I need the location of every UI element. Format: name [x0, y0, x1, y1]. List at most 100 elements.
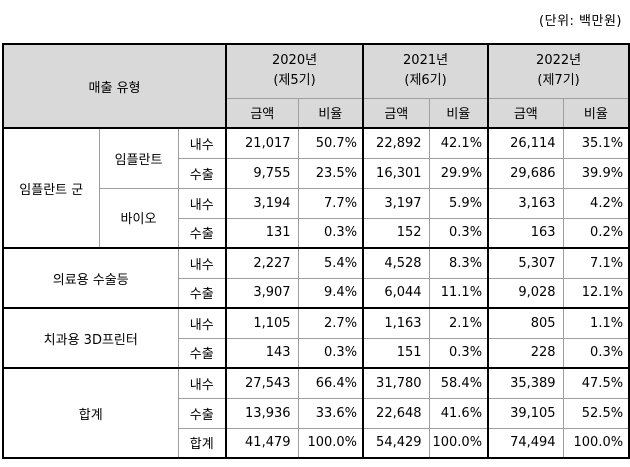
row-type-label: 수출 — [177, 217, 227, 249]
table-row: 수출 143 0.3% 151 0.3% 228 0.3% — [3, 337, 630, 369]
cell-2022-amount: 35,389 — [487, 367, 564, 399]
group-label-medical-surgical: 의료용 수술등 — [2, 247, 179, 309]
table-row: 수출 9,755 23.5% 16,301 29.9% 29,686 39.9% — [3, 157, 630, 189]
cell-2020-ratio: 5.4% — [297, 247, 364, 279]
cell-2022-ratio: 4.2% — [562, 187, 630, 219]
cell-2021-ratio: 41.6% — [428, 397, 489, 429]
cell-2021-ratio: 0.3% — [428, 217, 489, 249]
cell-2022-amount: 9,028 — [487, 277, 564, 309]
year-header-2022-line1: 2022년 — [536, 53, 582, 69]
cell-2020-ratio: 50.7% — [297, 127, 364, 159]
cell-2022-amount: 74,494 — [487, 427, 564, 459]
year-header-2021: 2021년 (제6기) — [362, 43, 489, 99]
cell-2022-ratio: 1.1% — [562, 307, 630, 339]
cell-2020-ratio: 0.3% — [297, 217, 364, 249]
cell-2021-amount: 1,163 — [362, 307, 430, 339]
cell-2021-amount: 4,528 — [362, 247, 430, 279]
cell-2020-ratio: 0.3% — [297, 337, 364, 369]
cell-2022-ratio: 0.2% — [562, 217, 630, 249]
cell-2022-amount: 29,686 — [487, 157, 564, 189]
cell-2020-ratio: 23.5% — [297, 157, 364, 189]
table-row: 치과용 3D프린터 내수 1,105 2.7% 1,163 2.1% 805 1… — [2, 307, 630, 369]
cell-2021-ratio: 58.4% — [428, 367, 489, 399]
cell-2021-ratio: 29.9% — [428, 157, 489, 189]
row-type-label: 수출 — [177, 157, 227, 189]
cell-2020-amount: 21,017 — [225, 127, 299, 159]
table-row: 수출 3,907 9.4% 6,044 11.1% 9,028 12.1% — [3, 277, 630, 309]
group-label-implant-group: 임플란트 군 — [2, 127, 100, 249]
cell-2020-amount: 143 — [225, 337, 299, 369]
row-type-label: 수출 — [177, 277, 227, 309]
year-header-2022-line2: (제7기) — [537, 73, 580, 89]
cell-2021-ratio: 0.3% — [428, 337, 489, 369]
metric-header-ratio-2021: 비율 — [428, 97, 489, 129]
cell-2021-amount: 22,648 — [362, 397, 430, 429]
cell-2022-amount: 5,307 — [487, 247, 564, 279]
cell-2020-amount: 9,755 — [225, 157, 299, 189]
sales-by-type-table: 매출 유형 2020년 (제5기) 2021년 (제6기) 2022년 (제7기… — [2, 43, 630, 459]
metric-header-amount-2021: 금액 — [362, 97, 430, 129]
row-type-label: 수출 — [177, 337, 227, 369]
cell-2020-amount: 41,479 — [225, 427, 299, 459]
cell-2021-amount: 54,429 — [362, 427, 430, 459]
cell-2020-ratio: 2.7% — [297, 307, 364, 339]
metric-header-ratio-2022: 비율 — [562, 97, 630, 129]
cell-2020-amount: 1,105 — [225, 307, 299, 339]
cell-2020-amount: 27,543 — [225, 367, 299, 399]
year-header-2020: 2020년 (제5기) — [225, 43, 364, 99]
metric-header-ratio-2020: 비율 — [297, 97, 364, 129]
row-type-label: 합계 — [177, 427, 227, 459]
row-type-label: 내수 — [177, 187, 227, 219]
cell-2021-ratio: 42.1% — [428, 127, 489, 159]
subgroup-label-bio: 바이오 — [98, 187, 179, 249]
cell-2022-amount: 163 — [487, 217, 564, 249]
cell-2022-ratio: 12.1% — [562, 277, 630, 309]
year-header-2022: 2022년 (제7기) — [487, 43, 630, 99]
subgroup-label-implant: 임플란트 — [98, 127, 179, 189]
cell-2022-ratio: 39.9% — [562, 157, 630, 189]
cell-2021-amount: 31,780 — [362, 367, 430, 399]
table-row: 합계 내수 27,543 66.4% 31,780 58.4% 35,389 4… — [2, 367, 630, 459]
unit-label: (단위: 백만원) — [539, 14, 622, 29]
row-type-label: 수출 — [177, 397, 227, 429]
cell-2020-amount: 13,936 — [225, 397, 299, 429]
year-header-2021-line1: 2021년 — [403, 53, 449, 69]
cell-2022-ratio: 52.5% — [562, 397, 630, 429]
cell-2021-ratio: 100.0% — [428, 427, 489, 459]
cell-2020-ratio: 66.4% — [297, 367, 364, 399]
cell-2021-ratio: 5.9% — [428, 187, 489, 219]
table-row: 수출 131 0.3% 152 0.3% 163 0.2% — [3, 217, 630, 249]
cell-2021-ratio: 2.1% — [428, 307, 489, 339]
table-row: 임플란트 군 임플란트 내수 21,017 50.7% 22,892 42.1%… — [2, 127, 630, 249]
cell-2021-amount: 22,892 — [362, 127, 430, 159]
cell-2020-amount: 2,227 — [225, 247, 299, 279]
cell-2021-ratio: 8.3% — [428, 247, 489, 279]
cell-2020-ratio: 9.4% — [297, 277, 364, 309]
corner-header-cell: 매출 유형 — [2, 43, 227, 129]
cell-2022-ratio: 47.5% — [562, 367, 630, 399]
cell-2021-amount: 6,044 — [362, 277, 430, 309]
cell-2022-amount: 26,114 — [487, 127, 564, 159]
cell-2022-amount: 39,105 — [487, 397, 564, 429]
cell-2022-ratio: 100.0% — [562, 427, 630, 459]
cell-2022-ratio: 7.1% — [562, 247, 630, 279]
table-row: 합계 41,479 100.0% 54,429 100.0% 74,494 10… — [3, 427, 630, 459]
cell-2022-amount: 228 — [487, 337, 564, 369]
cell-2021-amount: 3,197 — [362, 187, 430, 219]
cell-2020-ratio: 33.6% — [297, 397, 364, 429]
row-type-label: 내수 — [177, 307, 227, 339]
cell-2020-ratio: 7.7% — [297, 187, 364, 219]
cell-2021-amount: 152 — [362, 217, 430, 249]
year-header-2020-line1: 2020년 — [272, 53, 318, 69]
cell-2021-amount: 151 — [362, 337, 430, 369]
table-row: 바이오 내수 3,194 7.7% 3,197 5.9% 3,163 4.2% — [3, 187, 630, 249]
year-header-2020-line2: (제5기) — [273, 73, 316, 89]
cell-2022-amount: 805 — [487, 307, 564, 339]
cell-2022-ratio: 35.1% — [562, 127, 630, 159]
group-label-dental-3d-printer: 치과용 3D프린터 — [2, 307, 179, 369]
cell-2021-amount: 16,301 — [362, 157, 430, 189]
cell-2020-amount: 131 — [225, 217, 299, 249]
group-label-total: 합계 — [2, 367, 179, 459]
row-type-label: 내수 — [177, 247, 227, 279]
cell-2020-amount: 3,907 — [225, 277, 299, 309]
